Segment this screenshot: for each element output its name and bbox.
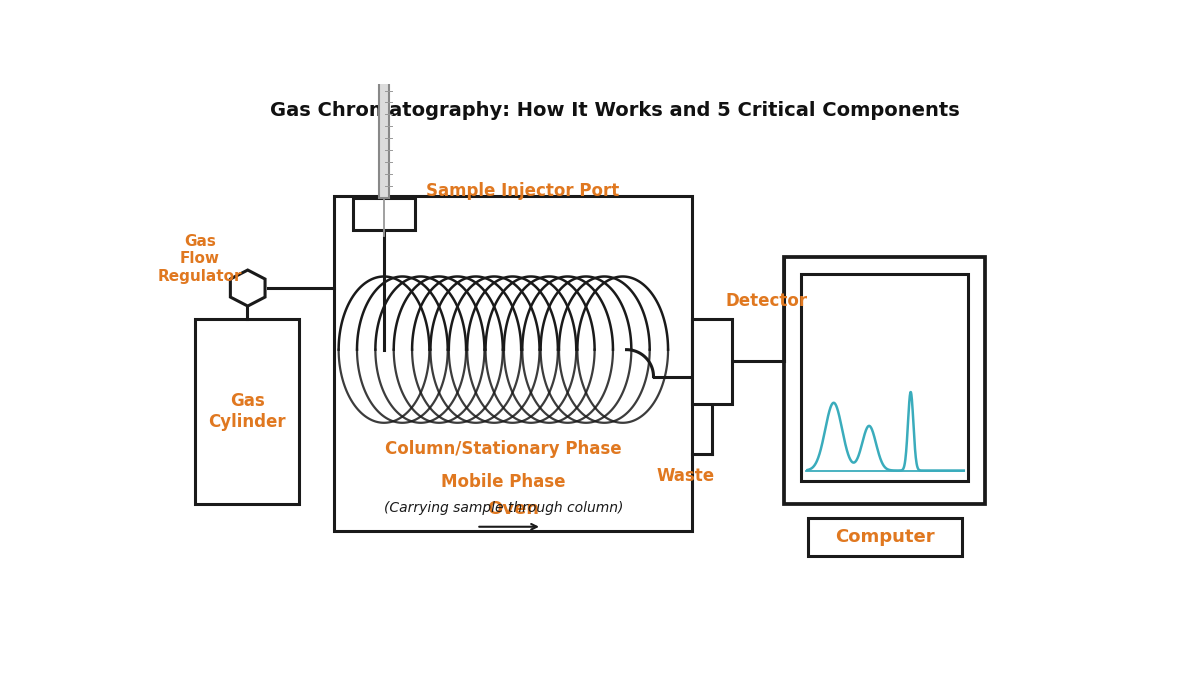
Text: Computer: Computer (835, 528, 935, 546)
FancyBboxPatch shape (334, 196, 692, 531)
Text: Gas Chromatography: How It Works and 5 Critical Components: Gas Chromatography: How It Works and 5 C… (270, 101, 960, 120)
FancyBboxPatch shape (802, 274, 967, 480)
Text: Mobile Phase: Mobile Phase (442, 473, 565, 491)
FancyBboxPatch shape (379, 78, 389, 198)
Text: Sample Injector Port: Sample Injector Port (426, 182, 619, 200)
FancyBboxPatch shape (785, 258, 984, 504)
Text: Gas
Cylinder: Gas Cylinder (209, 392, 286, 430)
FancyBboxPatch shape (378, 71, 390, 78)
Text: Detector: Detector (726, 292, 808, 309)
Text: Gas
Flow
Regulator: Gas Flow Regulator (157, 234, 242, 284)
Text: (Carrying sample through column): (Carrying sample through column) (384, 501, 623, 515)
Text: Column/Stationary Phase: Column/Stationary Phase (385, 440, 622, 458)
Text: Oven: Oven (487, 500, 539, 518)
FancyBboxPatch shape (808, 517, 961, 556)
Polygon shape (230, 270, 265, 306)
FancyBboxPatch shape (692, 318, 732, 403)
FancyBboxPatch shape (353, 198, 415, 230)
Text: Waste: Waste (656, 468, 715, 486)
FancyBboxPatch shape (196, 318, 299, 504)
